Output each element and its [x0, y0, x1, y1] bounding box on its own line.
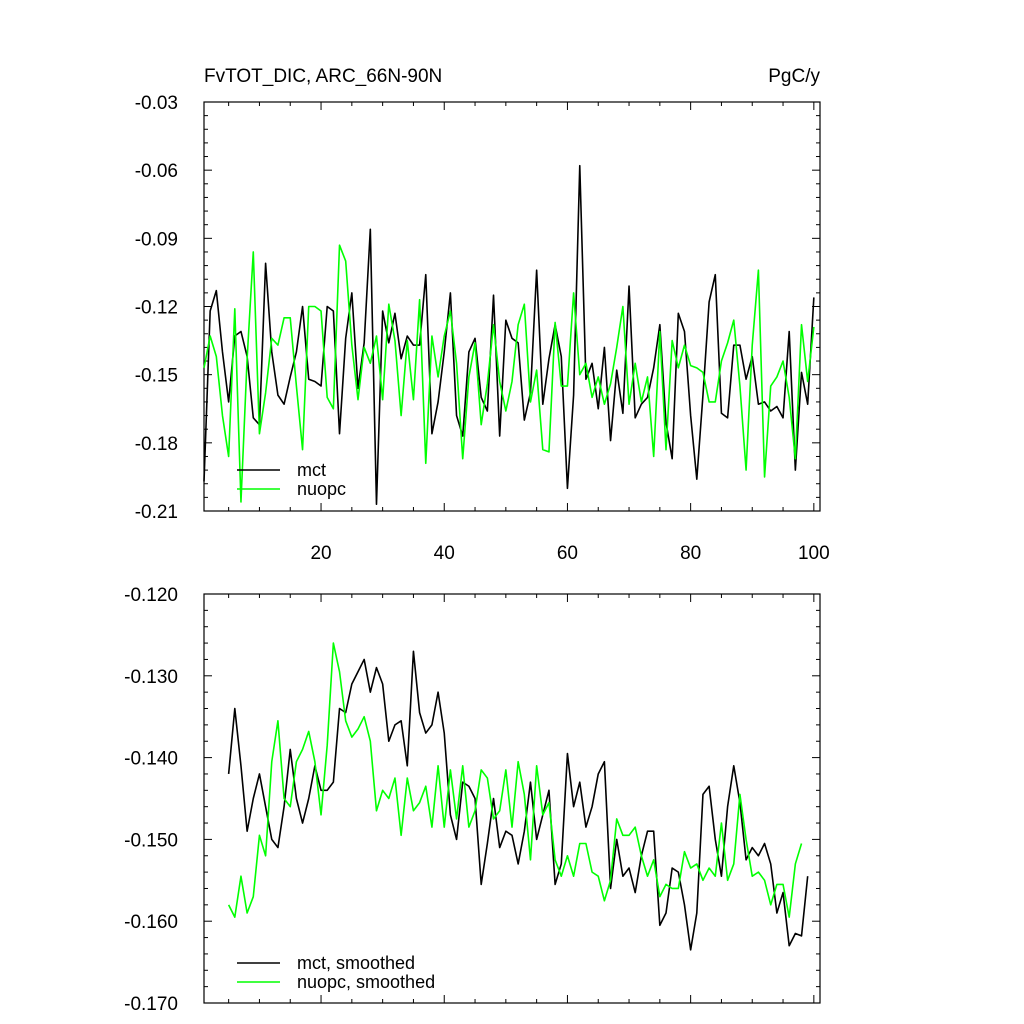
y-tick-label: -0.12: [135, 298, 178, 319]
chart-title: FvTOT_DIC, ARC_66N-90N: [204, 66, 442, 87]
series-line-mct-smoothed: [227, 650, 809, 951]
x-tick-label: 20: [310, 543, 331, 564]
y-tick-label: -0.130: [124, 667, 178, 688]
chart-units: PgC/y: [768, 66, 820, 87]
y-tick-label: -0.21: [135, 502, 178, 523]
series-line-mct: [203, 164, 815, 505]
y-tick-label: -0.160: [124, 912, 178, 933]
x-tick-label: 60: [557, 543, 578, 564]
top-chart: -0.21 -0.18 -0.15 -0.12 -0.09 -0.06 -0.03 20 40 6…: [135, 66, 830, 564]
plot-frame: [203, 101, 821, 512]
y-tick-label: -0.06: [135, 161, 178, 182]
y-tick-label: -0.18: [135, 434, 178, 455]
series-line-nuopc-smoothed: [227, 642, 803, 918]
series-line-nuopc: [203, 244, 815, 503]
plot-frame: [203, 593, 821, 1004]
y-tick-label: -0.170: [124, 994, 178, 1015]
x-tick-label: 40: [434, 543, 455, 564]
legend-label: mct, smoothed: [297, 953, 415, 973]
bottom-chart: -0.170 -0.160 -0.150 -0.140 -0.130 -0.120 mct,…: [124, 585, 821, 1015]
y-tick-label: -0.120: [124, 585, 178, 606]
x-tick-label: 80: [680, 543, 701, 564]
legend-label: mct: [297, 460, 326, 480]
y-tick-label: -0.15: [135, 366, 178, 387]
legend-label: nuopc: [297, 479, 346, 499]
y-tick-label: -0.140: [124, 749, 178, 770]
y-tick-label: -0.03: [135, 93, 178, 114]
legend-label: nuopc, smoothed: [297, 972, 435, 992]
x-tick-label: 100: [798, 543, 830, 564]
y-tick-label: -0.150: [124, 830, 178, 851]
y-tick-label: -0.09: [135, 229, 178, 250]
